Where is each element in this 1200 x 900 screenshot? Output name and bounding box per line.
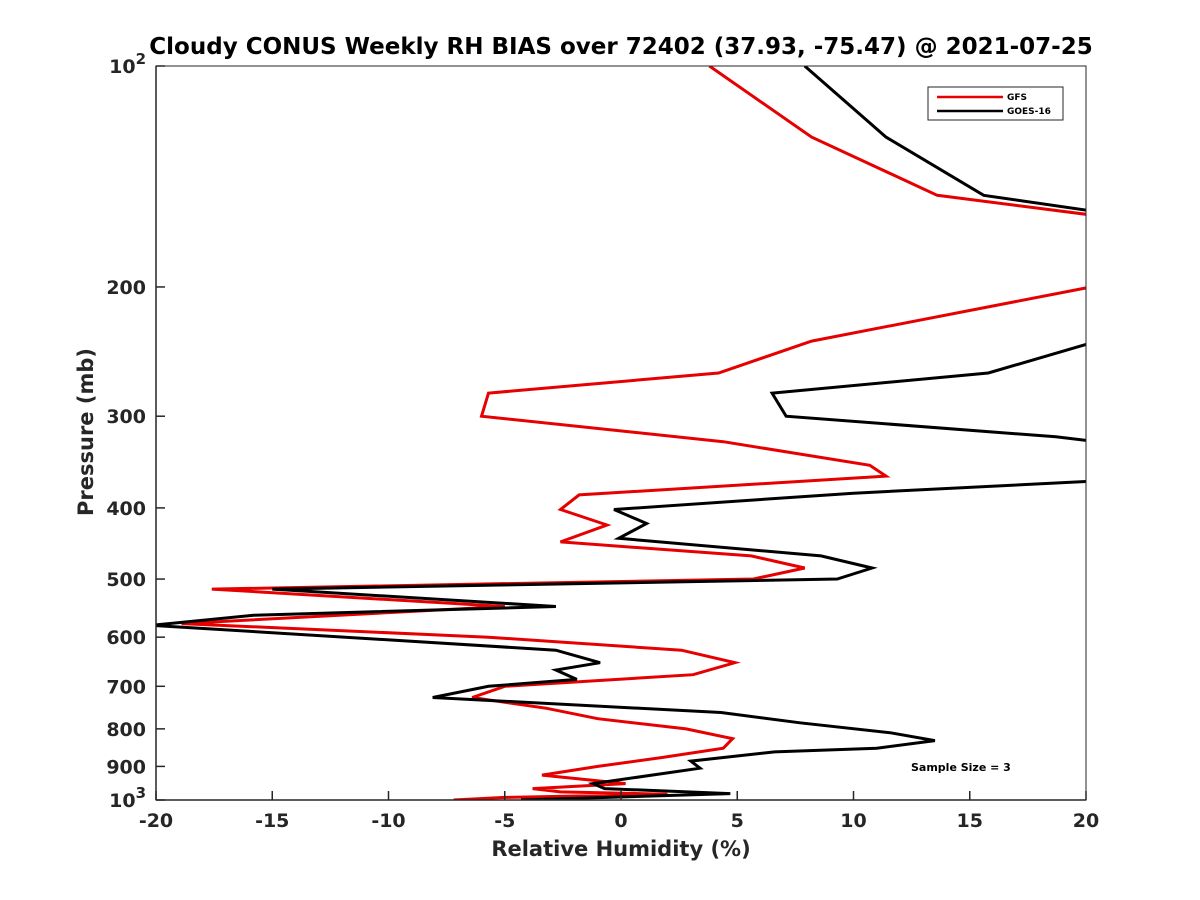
series-line-gfs — [181, 66, 1086, 800]
sample-size-annotation: Sample Size = 3 — [911, 761, 1011, 774]
y-axis: 102 200 300 400 500 600 700 800 900 103 — [106, 50, 165, 812]
x-axis: -20 -15 -10 -5 0 5 10 15 20 — [139, 791, 1099, 832]
legend-label: GOES-16 — [1007, 107, 1051, 117]
x-tick-label: -10 — [371, 810, 405, 832]
y-tick-label: 400 — [106, 498, 146, 520]
plot-area — [156, 66, 1086, 800]
y-tick-label: 300 — [106, 406, 146, 428]
y-axis-label: Pressure (mb) — [74, 348, 98, 516]
y-tick-label: 103 — [109, 784, 146, 812]
x-tick-label: -20 — [139, 810, 173, 832]
legend: GFS GOES-16 — [927, 86, 1064, 121]
y-tick-label: 600 — [106, 627, 146, 649]
x-tick-label: -5 — [494, 810, 515, 832]
y-tick-label: 200 — [106, 277, 146, 299]
series-line-goes-16 — [156, 66, 1086, 800]
y-tick-label: 800 — [106, 719, 146, 741]
x-tick-label: 5 — [731, 810, 744, 832]
x-tick-label: 20 — [1073, 810, 1099, 832]
y-tick-label: 102 — [109, 50, 146, 78]
y-tick-label: 700 — [106, 676, 146, 698]
legend-box — [927, 86, 1064, 121]
x-axis-label: Relative Humidity (%) — [491, 837, 750, 861]
x-tick-label: 10 — [840, 810, 866, 832]
y-tick-label: 900 — [106, 756, 146, 778]
x-tick-label: 15 — [957, 810, 983, 832]
y-tick-label: 500 — [106, 569, 146, 591]
x-tick-label: -15 — [255, 810, 289, 832]
legend-label: GFS — [1007, 93, 1027, 103]
x-tick-label: 0 — [614, 810, 627, 832]
chart-title: Cloudy CONUS Weekly RH BIAS over 72402 (… — [149, 34, 1092, 60]
